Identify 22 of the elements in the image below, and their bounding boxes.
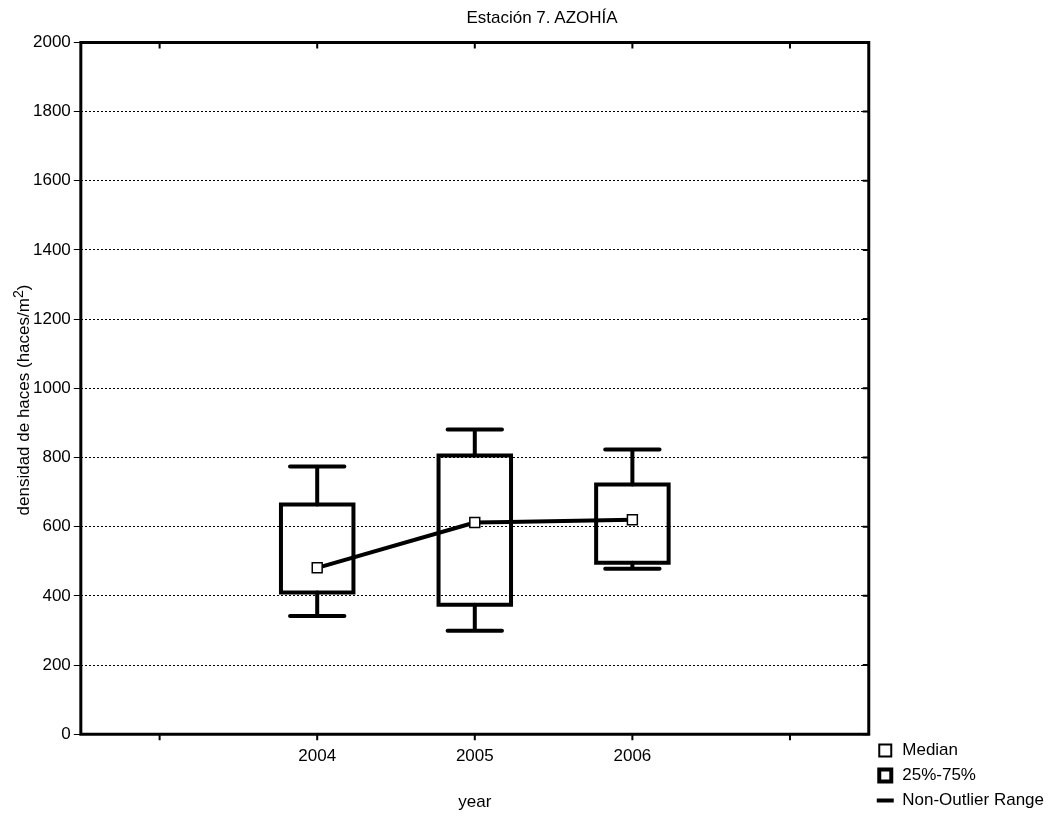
point xyxy=(626,514,639,526)
legend-label: Median xyxy=(902,740,959,760)
x-tick-label: 2004 xyxy=(298,746,337,766)
y-tick-label: 1400 xyxy=(32,239,71,259)
x-tick-label: 2005 xyxy=(455,746,494,766)
legend-label: 25%-75% xyxy=(902,765,976,785)
y-tick-label: 0 xyxy=(61,723,71,743)
y-tick-label: 2000 xyxy=(32,32,71,52)
y-tick-label: 800 xyxy=(42,447,71,467)
text: Non-Outlier Range xyxy=(902,790,1045,810)
y-tick-label: 1000 xyxy=(32,377,71,397)
x-axis-title: year xyxy=(458,792,492,812)
y-tick-label: 1800 xyxy=(32,101,71,121)
x-tick-label: 2006 xyxy=(613,746,652,766)
y-tick-label: 200 xyxy=(42,654,71,674)
point xyxy=(469,516,481,529)
y-tick-label: 400 xyxy=(42,585,71,605)
y-tick-label: 1200 xyxy=(32,308,71,328)
y-tick-label: 600 xyxy=(42,516,71,536)
y-tick-label: 1600 xyxy=(32,170,71,190)
point xyxy=(311,562,323,574)
chart-title: Estación 7. AZOHÍA xyxy=(466,7,619,27)
